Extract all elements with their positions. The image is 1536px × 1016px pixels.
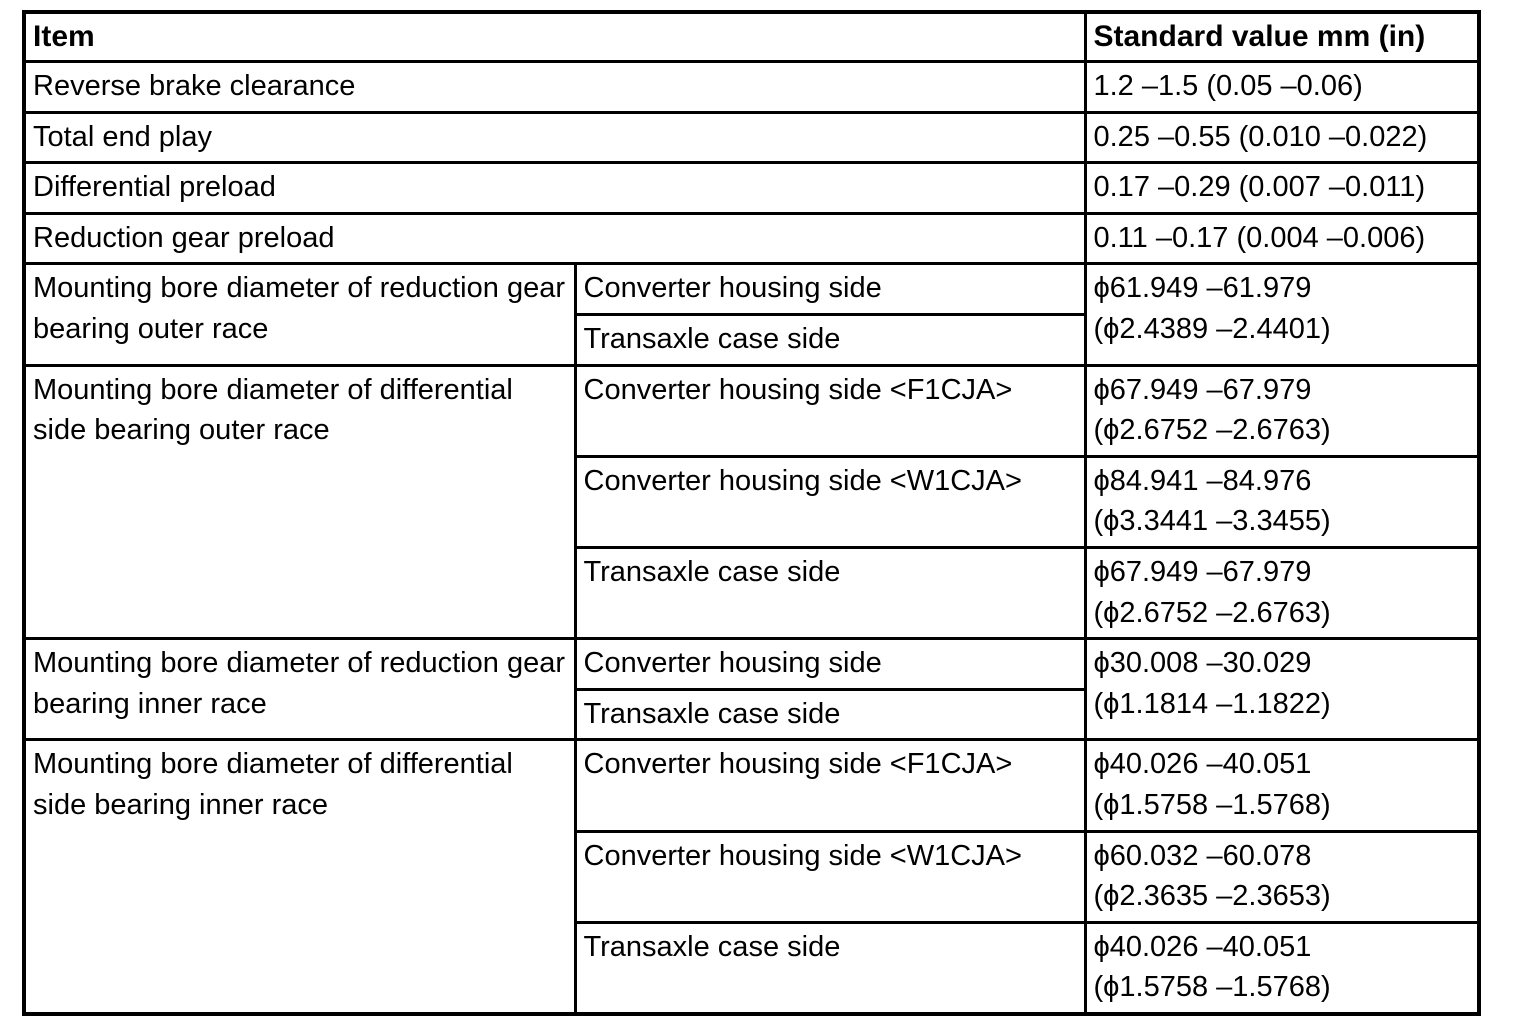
- sub-item-cell: Transaxle case side: [573, 545, 1087, 641]
- table-row: Differential preload 0.17 –0.29 (0.007 –…: [22, 161, 1481, 215]
- value-cell: ϕ67.949 –67.979 (ϕ2.6752 –2.6763): [1083, 363, 1481, 458]
- sub-item-cell: Converter housing side <W1CJA>: [573, 829, 1087, 924]
- table-row: Mounting bore diameter of reduction gear…: [22, 637, 1481, 742]
- value-cell: ϕ30.008 –30.029 (ϕ1.1814 –1.1822): [1083, 637, 1481, 742]
- value-cell: ϕ84.941 –84.976 (ϕ3.3441 –3.3455): [1083, 454, 1481, 549]
- value-cell: ϕ40.026 –40.051 (ϕ1.5758 –1.5768): [1083, 738, 1481, 833]
- table-row: Transaxle case side: [24, 312, 1479, 367]
- value-cell: 0.11 –0.17 (0.004 –0.006): [1083, 211, 1481, 266]
- table-row: Mounting bore diameter of reduction gear…: [22, 262, 1481, 367]
- value-cell: 0.17 –0.29 (0.007 –0.011): [1083, 161, 1481, 215]
- standard-values-table: Item Standard value mm (in) Reverse brak…: [22, 10, 1481, 1016]
- item-cell: Reverse brake clearance: [22, 60, 1087, 114]
- table-row: Converter housing side <W1CJA> ϕ60.032 –…: [24, 829, 1481, 924]
- item-cell: Reduction gear preload: [22, 211, 1087, 266]
- sub-item-cell: Converter housing side: [573, 262, 1087, 316]
- value-cell: ϕ60.032 –60.078 (ϕ2.3635 –2.3653): [1083, 829, 1481, 924]
- item-cell: Mounting bore diameter of reduction gear…: [22, 262, 577, 367]
- value-cell: 1.2 –1.5 (0.05 –0.06): [1083, 60, 1481, 114]
- item-cell: Mounting bore diameter of differential s…: [22, 738, 577, 1016]
- table-row: Transaxle case side ϕ67.949 –67.979 (ϕ2.…: [24, 545, 1481, 641]
- value-cell: ϕ67.949 –67.979 (ϕ2.6752 –2.6763): [1083, 545, 1481, 641]
- column-header-item: Item: [22, 10, 1087, 63]
- standard-values-table-container: Item Standard value mm (in) Reverse brak…: [22, 10, 1481, 1016]
- table-row: Mounting bore diameter of differential s…: [22, 738, 1481, 1016]
- sub-item-cell: Transaxle case side: [573, 687, 1087, 742]
- table-row: Reduction gear preload 0.11 –0.17 (0.004…: [22, 211, 1481, 266]
- value-cell: ϕ40.026 –40.051 (ϕ1.5758 –1.5768): [1083, 920, 1481, 1016]
- sub-item-cell: Transaxle case side: [573, 312, 1087, 367]
- value-cell: ϕ61.949 –61.979 (ϕ2.4389 –2.4401): [1083, 262, 1481, 367]
- value-cell: 0.25 –0.55 (0.010 –0.022): [1083, 110, 1481, 165]
- sub-item-cell: Transaxle case side: [573, 920, 1087, 1016]
- sub-item-cell: Converter housing side: [573, 637, 1087, 691]
- sub-item-cell: Converter housing side <F1CJA>: [573, 738, 1087, 833]
- table-row: Converter housing side <W1CJA> ϕ84.941 –…: [24, 454, 1481, 549]
- table-row: Reverse brake clearance 1.2 –1.5 (0.05 –…: [22, 60, 1481, 114]
- table-row: Mounting bore diameter of differential s…: [22, 363, 1481, 641]
- table-header-row: Item Standard value mm (in): [22, 10, 1481, 63]
- item-cell: Total end play: [22, 110, 1087, 165]
- sub-item-cell: Converter housing side <F1CJA>: [573, 363, 1087, 458]
- table-row: Total end play 0.25 –0.55 (0.010 –0.022): [22, 110, 1481, 165]
- item-cell: Mounting bore diameter of differential s…: [22, 363, 577, 641]
- item-cell: Differential preload: [22, 161, 1087, 215]
- column-header-standard-value: Standard value mm (in): [1083, 10, 1481, 63]
- table-row: Transaxle case side: [24, 687, 1479, 742]
- item-cell: Mounting bore diameter of reduction gear…: [22, 637, 577, 742]
- sub-item-cell: Converter housing side <W1CJA>: [573, 454, 1087, 549]
